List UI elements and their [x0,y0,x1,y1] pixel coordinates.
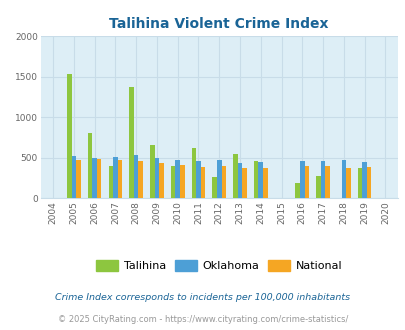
Bar [357,169,362,198]
Bar [253,161,258,198]
Bar [320,161,324,198]
Bar [76,160,81,198]
Bar [258,162,262,198]
Bar [362,162,366,198]
Bar [200,167,205,198]
Title: Talihina Violent Crime Index: Talihina Violent Crime Index [109,17,328,31]
Bar [175,160,179,198]
Bar [237,163,242,198]
Bar [92,157,97,198]
Bar [134,155,138,198]
Bar [315,176,320,198]
Bar [129,87,134,198]
Bar [179,165,184,198]
Bar [71,156,76,198]
Bar [262,168,267,198]
Bar [171,166,175,198]
Bar [304,166,309,198]
Bar [67,74,71,198]
Bar [196,161,200,198]
Bar [191,148,196,198]
Bar [150,146,154,198]
Bar [345,168,350,198]
Bar [97,159,101,198]
Bar [324,166,329,198]
Bar [113,157,117,198]
Legend: Talihina, Oklahoma, National: Talihina, Oklahoma, National [91,255,346,276]
Bar [117,160,122,198]
Bar [108,166,113,198]
Bar [299,161,304,198]
Bar [341,160,345,198]
Bar [87,133,92,198]
Text: © 2025 CityRating.com - https://www.cityrating.com/crime-statistics/: © 2025 CityRating.com - https://www.city… [58,315,347,324]
Bar [216,160,221,198]
Bar [138,161,143,198]
Bar [295,183,299,198]
Bar [232,154,237,198]
Bar [221,166,226,198]
Text: Crime Index corresponds to incidents per 100,000 inhabitants: Crime Index corresponds to incidents per… [55,293,350,302]
Bar [159,163,163,198]
Bar [212,177,216,198]
Bar [366,167,371,198]
Bar [242,168,246,198]
Bar [154,157,159,198]
